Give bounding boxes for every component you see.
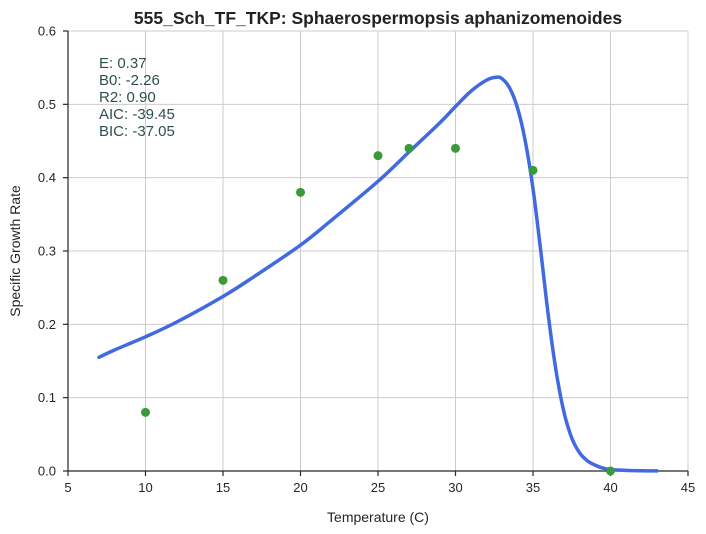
x-tick-label: 30	[448, 480, 462, 495]
y-tick-label: 0.5	[38, 97, 56, 112]
y-tick-label: 0.1	[38, 390, 56, 405]
y-tick-label: 0.0	[38, 464, 56, 479]
axes-layer	[63, 30, 689, 476]
data-point	[296, 187, 305, 197]
x-tick-label: 15	[216, 480, 230, 495]
x-axis-label: Temperature (C)	[327, 509, 429, 525]
x-tick-label: 40	[603, 480, 617, 495]
tick-labels-layer: 5 10 15 20 25 30 35 40 45 0.0 0.1 0.2 0.3 0.4 0.5 0.6	[38, 24, 695, 496]
data-point	[218, 275, 228, 285]
fit-statistic: BIC: -37.05	[99, 123, 175, 140]
data-point	[451, 143, 460, 153]
data-point	[404, 143, 414, 153]
data-point	[141, 407, 150, 417]
y-axis-label: Specific Growth Rate	[7, 185, 23, 317]
data-point	[606, 466, 615, 476]
y-tick-label: 0.6	[38, 24, 56, 39]
x-tick-label: 10	[138, 480, 152, 495]
data-point	[373, 151, 383, 161]
y-tick-label: 0.2	[38, 317, 56, 332]
x-tick-label: 5	[64, 480, 71, 495]
fit-statistic: E: 0.37	[99, 55, 147, 72]
grid-layer	[67, 30, 689, 472]
fit-statistic: B0: -2.26	[99, 72, 160, 89]
x-tick-label: 45	[681, 480, 695, 495]
data-points-layer	[141, 143, 615, 476]
fit-curve-layer	[97, 75, 659, 473]
fit-statistic: R2: 0.90	[99, 89, 156, 106]
chart-title: 555_Sch_TF_TKP: Sphaerospermopsis aphani…	[134, 8, 622, 28]
data-point	[528, 165, 538, 175]
x-tick-label: 35	[526, 480, 540, 495]
y-tick-label: 0.4	[38, 170, 56, 185]
y-tick-label: 0.3	[38, 244, 56, 259]
x-tick-label: 20	[293, 480, 307, 495]
x-tick-label: 25	[371, 480, 385, 495]
fit-curve	[97, 75, 659, 473]
fit-statistic: AIC: -39.45	[99, 106, 175, 123]
